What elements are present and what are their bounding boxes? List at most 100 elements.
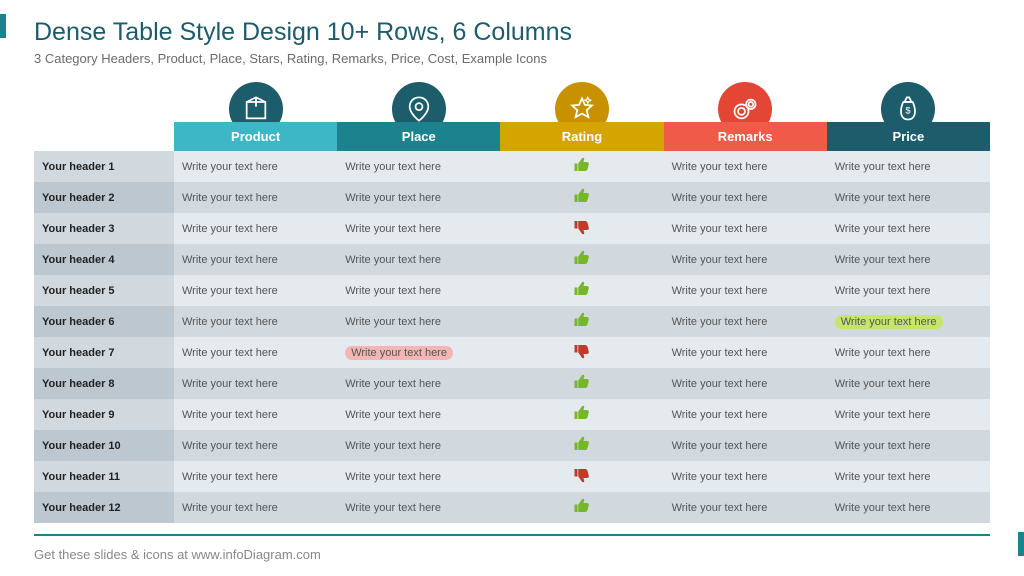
cell-remarks: Write your text here [664,213,827,244]
cell-price: Write your text here [827,213,990,244]
cell-price: Write your text here [827,275,990,306]
row-header: Your header 4 [34,244,174,275]
table-row: Your header 9Write your text hereWrite y… [34,399,990,430]
cell-place: Write your text here [337,430,500,461]
cell-product: Write your text here [174,182,337,213]
cell-remarks: Write your text here [664,492,827,523]
cell-price: Write your text here [827,337,990,368]
cell-product: Write your text here [174,492,337,523]
cell-price: Write your text here [827,430,990,461]
cell-price: Write your text here [827,306,990,337]
row-header: Your header 12 [34,492,174,523]
row-header: Your header 8 [34,368,174,399]
row-header: Your header 1 [34,151,174,182]
table-row: Your header 1Write your text hereWrite y… [34,151,990,182]
row-header-col [34,122,174,151]
cell-product: Write your text here [174,430,337,461]
cell-rating [500,399,663,430]
footer-text: Get these slides & icons at www.infoDiag… [34,547,321,562]
cell-rating [500,213,663,244]
cell-price: Write your text here [827,182,990,213]
cell-remarks: Write your text here [664,182,827,213]
highlighted-text: Write your text here [835,315,943,329]
cell-remarks: Write your text here [664,275,827,306]
cell-remarks: Write your text here [664,399,827,430]
cell-place: Write your text here [337,337,500,368]
cell-price: Write your text here [827,399,990,430]
table-row: Your header 7Write your text hereWrite y… [34,337,990,368]
cell-place: Write your text here [337,213,500,244]
cell-product: Write your text here [174,461,337,492]
cell-rating [500,461,663,492]
cell-place: Write your text here [337,368,500,399]
cell-product: Write your text here [174,244,337,275]
cell-rating [500,337,663,368]
col-header-place: Place [337,122,500,151]
svg-text:$: $ [906,106,912,116]
col-header-product: Product [174,122,337,151]
page-title: Dense Table Style Design 10+ Rows, 6 Col… [34,18,990,47]
table-row: Your header 2Write your text hereWrite y… [34,182,990,213]
cell-price: Write your text here [827,368,990,399]
table-row: Your header 8Write your text hereWrite y… [34,368,990,399]
row-header: Your header 3 [34,213,174,244]
table-row: Your header 3Write your text hereWrite y… [34,213,990,244]
row-header: Your header 7 [34,337,174,368]
table-row: Your header 12Write your text hereWrite … [34,492,990,523]
table-row: Your header 11Write your text hereWrite … [34,461,990,492]
side-accent-right [1018,532,1024,556]
cell-rating [500,182,663,213]
cell-place: Write your text here [337,275,500,306]
table-row: Your header 4Write your text hereWrite y… [34,244,990,275]
cell-remarks: Write your text here [664,461,827,492]
cell-place: Write your text here [337,244,500,275]
cell-product: Write your text here [174,306,337,337]
cell-rating [500,275,663,306]
cell-price: Write your text here [827,151,990,182]
cell-product: Write your text here [174,213,337,244]
cell-remarks: Write your text here [664,244,827,275]
row-header: Your header 6 [34,306,174,337]
cell-rating [500,244,663,275]
table-row: Your header 5Write your text hereWrite y… [34,275,990,306]
cell-place: Write your text here [337,492,500,523]
cell-remarks: Write your text here [664,306,827,337]
row-header: Your header 11 [34,461,174,492]
cell-rating [500,430,663,461]
table-header-row: ProductPlaceRatingRemarksPrice [34,122,990,151]
cell-remarks: Write your text here [664,151,827,182]
cell-place: Write your text here [337,399,500,430]
cell-rating [500,368,663,399]
col-header-remarks: Remarks [664,122,827,151]
page-subtitle: 3 Category Headers, Product, Place, Star… [34,51,990,66]
cell-rating [500,492,663,523]
cell-place: Write your text here [337,306,500,337]
data-table: ProductPlaceRatingRemarksPrice Your head… [34,122,990,523]
table-row: Your header 10Write your text hereWrite … [34,430,990,461]
cell-remarks: Write your text here [664,368,827,399]
table-container: $ ProductPlaceRatingRemarksPrice Your he… [34,122,990,523]
row-header: Your header 5 [34,275,174,306]
cell-rating [500,151,663,182]
cell-place: Write your text here [337,151,500,182]
highlighted-text: Write your text here [345,346,453,360]
row-header: Your header 9 [34,399,174,430]
cell-place: Write your text here [337,461,500,492]
cell-price: Write your text here [827,461,990,492]
cell-product: Write your text here [174,368,337,399]
bottom-rule [34,534,990,536]
row-header: Your header 2 [34,182,174,213]
cell-remarks: Write your text here [664,337,827,368]
cell-product: Write your text here [174,399,337,430]
cell-rating [500,306,663,337]
side-accent-left [0,14,6,38]
cell-price: Write your text here [827,244,990,275]
table-row: Your header 6Write your text hereWrite y… [34,306,990,337]
col-header-price: Price [827,122,990,151]
cell-product: Write your text here [174,337,337,368]
row-header: Your header 10 [34,430,174,461]
col-header-rating: Rating [500,122,663,151]
cell-product: Write your text here [174,275,337,306]
cell-remarks: Write your text here [664,430,827,461]
cell-product: Write your text here [174,151,337,182]
